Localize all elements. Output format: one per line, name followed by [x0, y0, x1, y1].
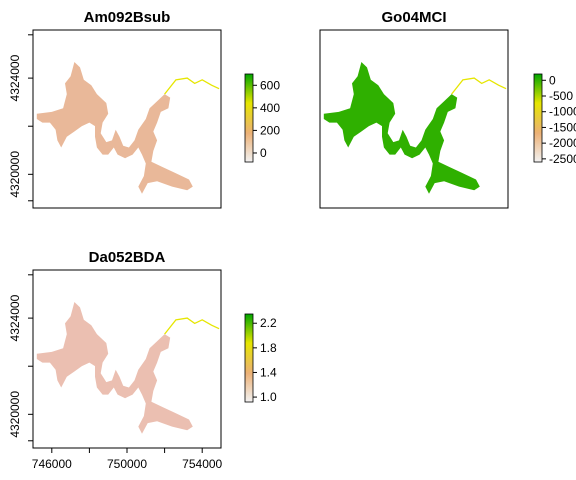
legend-tick-label: 0 — [260, 146, 267, 160]
map-panel-2: Go04MCI 0 -500 -1000-1500 -2000 -2500 — [319, 9, 576, 209]
legend-tick-label: -2500 — [549, 152, 576, 166]
legend-tick-label: 1.4 — [260, 365, 277, 379]
legend-tick-label: -1000 — [549, 105, 576, 119]
river-arm — [164, 77, 220, 95]
legend-tick-label: -2000 — [549, 136, 576, 150]
x-tick-label: 746000 — [32, 457, 72, 471]
river-arm — [164, 317, 220, 335]
plot-frame — [32, 29, 222, 209]
y-tick-label: 4324000 — [8, 54, 22, 101]
y-tick-label: 4320000 — [8, 151, 22, 198]
raster-lake — [36, 302, 193, 434]
raster-lake — [36, 62, 193, 194]
legend-tick-label: 1.0 — [260, 390, 277, 404]
color-legend-bar — [244, 73, 254, 163]
panel-title: Am092Bsub — [84, 9, 171, 26]
legend-tick-label: -1500 — [549, 120, 576, 134]
panel-title: Da052BDA — [89, 249, 166, 266]
map-panel-1: Am092Bsub 4320000 4324000 0 200 400 600 — [8, 9, 280, 209]
x-tick-label: 750000 — [107, 457, 147, 471]
color-legend-bar — [244, 313, 254, 403]
legend-tick-label: -500 — [549, 89, 573, 103]
x-tick-label: 754000 — [182, 457, 222, 471]
raster-lake — [323, 62, 480, 194]
plot-frame — [319, 29, 509, 209]
legend-tick-label: 600 — [260, 78, 280, 92]
legend-tick-label: 2.2 — [260, 316, 277, 330]
river-arm — [451, 77, 507, 95]
legend-tick-label: 400 — [260, 101, 280, 115]
legend-tick-label: 0 — [549, 73, 556, 87]
map-panel-3: Da052BDA 4320000 4324000 746000 750000 754000… — [8, 249, 277, 471]
y-tick-label: 4320000 — [8, 391, 22, 438]
color-legend-bar — [533, 73, 543, 163]
panel-title: Go04MCI — [381, 9, 446, 26]
legend-tick-label: 1.8 — [260, 341, 277, 355]
legend-tick-label: 200 — [260, 123, 280, 137]
y-tick-label: 4324000 — [8, 294, 22, 341]
